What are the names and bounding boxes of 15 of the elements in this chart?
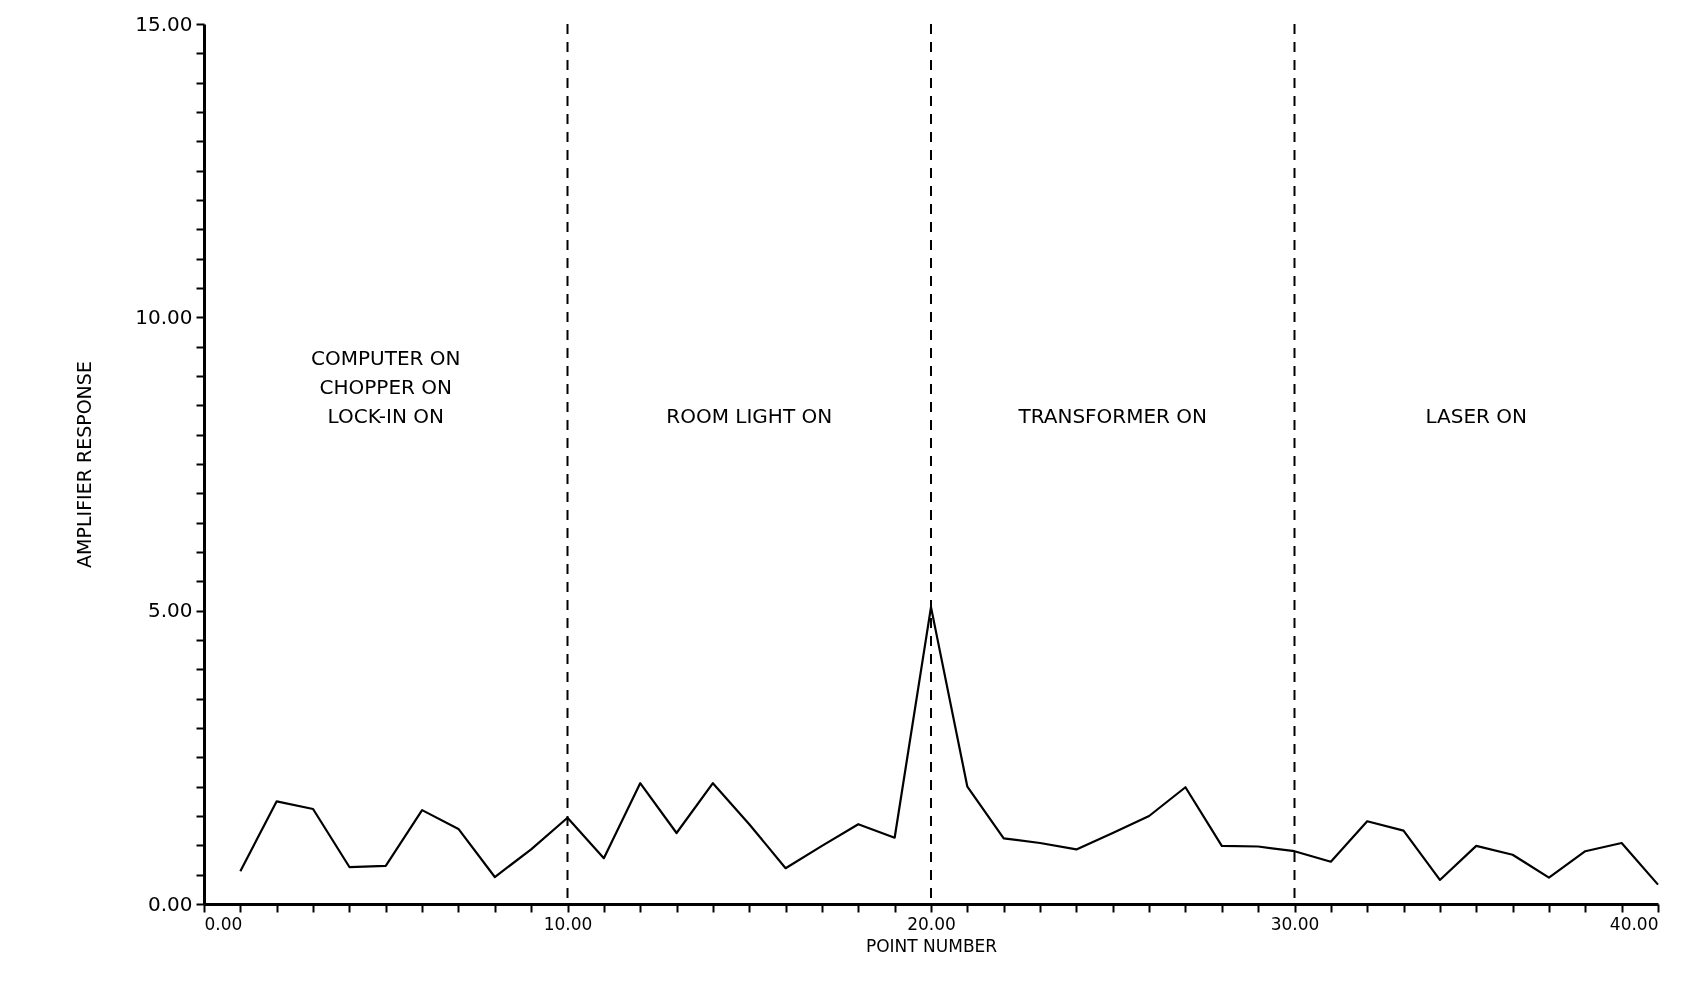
y-tick-label: 15.00 <box>135 11 193 36</box>
x-tick-label: 20.00 <box>907 913 956 934</box>
y-tick-label: 5.00 <box>147 598 193 623</box>
x-tick-label: 30.00 <box>1270 913 1320 934</box>
annotation: TRANSFORMER ON <box>1017 404 1208 428</box>
y-axis-title: AMPLIFIER RESPONSE <box>73 361 96 568</box>
x-tick-label: 10.00 <box>543 913 593 934</box>
annotation: COMPUTER ON CHOPPER ON LOCK-IN ON <box>311 346 461 428</box>
annotation: ROOM LIGHT ON <box>666 404 833 428</box>
x-axis-title: POINT NUMBER <box>865 935 998 956</box>
annotation: LASER ON <box>1425 404 1528 428</box>
x-tick-label: 0.00 <box>204 913 243 934</box>
y-tick-label: 0.00 <box>147 891 193 916</box>
y-tick-label: 10.00 <box>135 304 193 329</box>
x-tick-label: 40.00 <box>1609 913 1659 934</box>
